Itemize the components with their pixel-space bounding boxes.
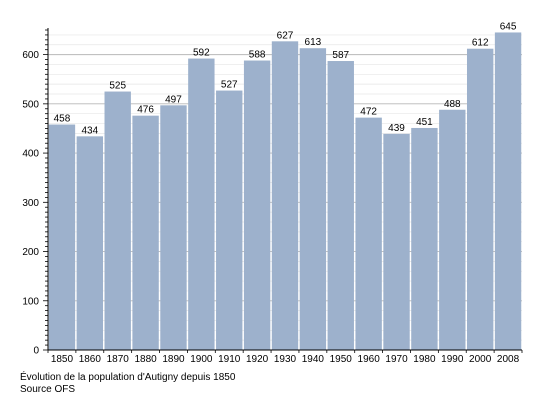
data-label-1980: 451 [416,117,433,128]
bar-1910 [216,90,243,351]
bar-1890 [160,105,187,350]
y-tick-label-400: 400 [22,149,39,160]
bar-1880 [132,115,159,351]
bar-1930 [271,41,299,350]
data-label-1990: 488 [444,99,461,110]
x-tick-label-1860: 1860 [79,354,102,365]
x-tick-label-2000: 2000 [469,354,492,365]
bar-1980 [411,127,438,350]
bars [48,32,522,351]
bar-1860 [76,136,104,350]
chart-caption: Évolution de la population d'Autigny dep… [20,372,236,383]
x-tick-label-1950: 1950 [330,354,353,365]
x-tick-label-1900: 1900 [190,354,213,365]
data-label-1960: 472 [360,107,377,118]
data-label-1970: 439 [388,123,405,134]
data-label-2008: 645 [500,21,517,32]
x-tick-label-1940: 1940 [302,354,325,365]
data-label-1930: 627 [277,30,294,41]
source-caption: Source OFS [20,384,76,395]
x-tick-label-1980: 1980 [413,354,436,365]
y-tick-label-200: 200 [22,247,39,258]
bar-1970 [383,133,410,350]
labels: 458 1850 434 1860 525 1870 476 1880 497 1890 592 19… [22,21,519,365]
x-tick-label-1960: 1960 [358,354,381,365]
y-tick-label-500: 500 [22,99,39,110]
x-tick-label-1930: 1930 [274,354,297,365]
data-label-1950: 587 [332,50,349,61]
bar-2000 [466,48,494,350]
axes [43,28,523,353]
y-tick-label-100: 100 [22,296,39,307]
bar-1990 [439,109,466,350]
bar-1960 [355,117,382,350]
data-label-1870: 525 [109,81,126,92]
bar-1920 [243,60,271,351]
data-label-1910: 527 [221,80,238,91]
x-tick-label-1920: 1920 [246,354,269,365]
data-label-1860: 434 [81,125,98,136]
x-tick-label-1870: 1870 [107,354,130,365]
bar-1950 [327,61,354,351]
bar-2008 [494,32,522,350]
x-tick-label-1990: 1990 [441,354,464,365]
data-label-2000: 612 [472,38,489,49]
data-label-1920: 588 [249,50,266,61]
data-label-1880: 476 [137,105,154,116]
y-tick-label-300: 300 [22,198,39,209]
data-label-1850: 458 [54,114,71,125]
x-tick-label-1890: 1890 [162,354,185,365]
bar-1870 [104,91,131,351]
x-tick-label-1850: 1850 [51,354,74,365]
data-label-1940: 613 [305,37,322,48]
bar-1940 [299,48,327,350]
y-tick-label-600: 600 [22,50,39,61]
data-label-1890: 497 [165,94,182,105]
x-tick-label-1880: 1880 [134,354,157,365]
bar-1850 [48,124,76,351]
x-tick-label-1910: 1910 [218,354,241,365]
y-tick-label-0: 0 [33,346,39,357]
data-label-1900: 592 [193,48,210,59]
x-tick-label-1970: 1970 [385,354,408,365]
bar-1900 [188,58,215,351]
x-tick-label-2008: 2008 [497,354,520,365]
